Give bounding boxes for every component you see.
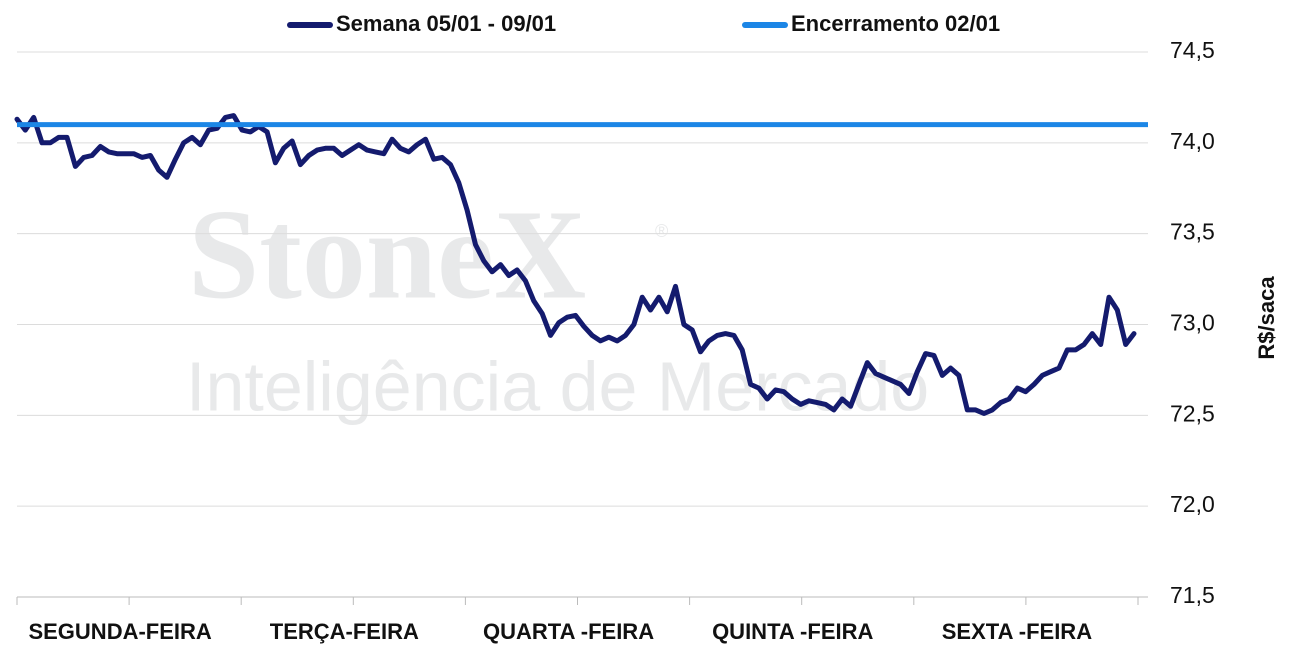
x-tick-label: SEXTA -FEIRA [942,619,1092,644]
y-tick-label: 74,0 [1170,128,1215,154]
series-line [14,113,1137,416]
y-tick-label: 72,0 [1170,491,1215,517]
y-axis-label: R$/saca [1254,276,1279,360]
watermark-mark: ® [655,221,668,241]
legend-label: Encerramento 02/01 [791,11,1000,36]
watermark-tagline: Inteligência de Mercado [186,347,929,425]
y-tick-label: 73,0 [1170,310,1215,336]
x-tick-label: QUARTA -FEIRA [483,619,654,644]
y-tick-label: 72,5 [1170,400,1215,426]
watermark: StoneX ® Inteligência de Mercado [186,183,929,425]
y-tick-label: 74,5 [1170,37,1215,63]
x-tick-label: TERÇA-FEIRA [270,619,419,644]
y-tick-label: 73,5 [1170,219,1215,245]
legend-label: Semana 05/01 - 09/01 [336,11,556,36]
y-tick-label: 71,5 [1170,582,1215,608]
x-tick-label: SEGUNDA-FEIRA [28,619,211,644]
x-tick-label: QUINTA -FEIRA [712,619,873,644]
watermark-brand: StoneX [188,183,586,325]
